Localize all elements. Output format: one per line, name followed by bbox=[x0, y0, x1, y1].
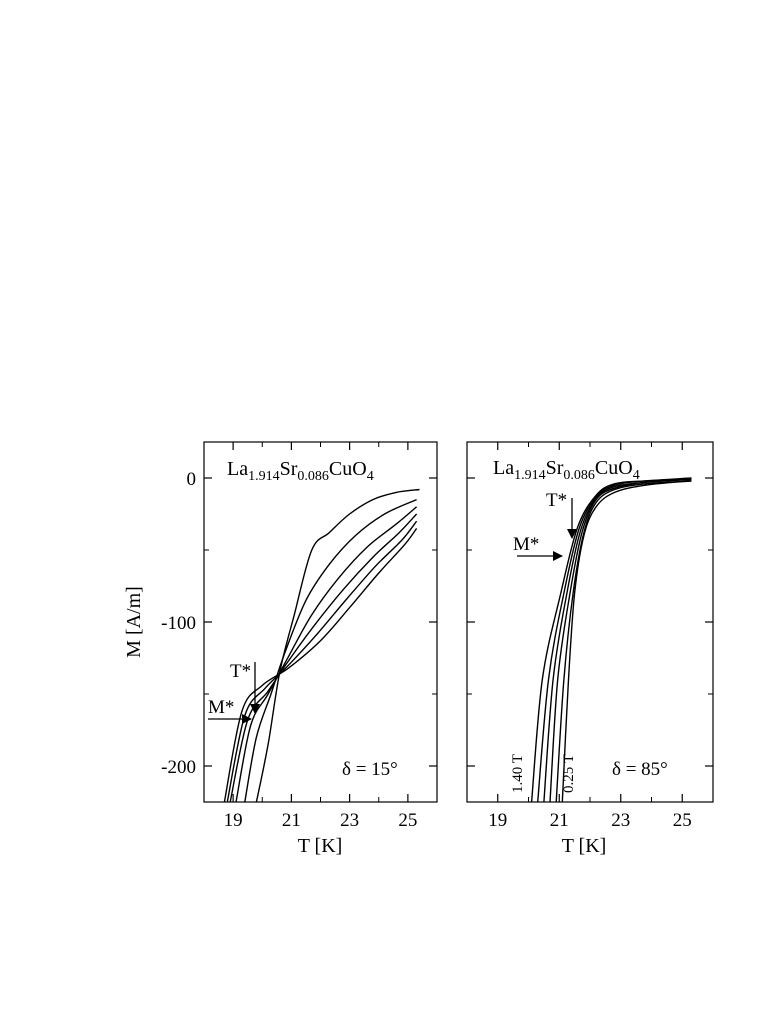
x-axis-title: T [K] bbox=[298, 835, 343, 857]
title-part: Sr bbox=[546, 457, 564, 479]
x-tick-label: 23 bbox=[340, 810, 359, 831]
series-line-2 bbox=[555, 480, 692, 803]
series-group bbox=[223, 488, 420, 803]
title-subscript: 1.914 bbox=[514, 468, 546, 483]
plot-frame bbox=[466, 441, 714, 803]
y-tick-label: -100 bbox=[161, 613, 196, 634]
title-part: CuO bbox=[595, 457, 633, 479]
panel-right: 19 21 23 25 La1.914Sr0.086CuO4 δ = 85° T [K… bbox=[466, 441, 714, 857]
t-star-label: T* bbox=[546, 490, 567, 511]
series-line-4 bbox=[543, 478, 692, 803]
series-line-5 bbox=[226, 520, 418, 803]
x-tick-label: 21 bbox=[282, 810, 301, 831]
title-part: La bbox=[493, 457, 514, 479]
series-line-1 bbox=[255, 488, 420, 803]
field-label-low: 0.25 T bbox=[561, 754, 577, 793]
y-tick-label: 0 bbox=[187, 469, 197, 490]
axis-ticks: 19 21 23 25 0 -100 -200 bbox=[161, 442, 438, 831]
panel-left: 19 21 23 25 0 -100 -200 La1.914Sr0.086CuO4 δ =… bbox=[123, 441, 438, 857]
title-part: Sr bbox=[280, 458, 298, 480]
m-star-label: M* bbox=[208, 697, 234, 718]
angle-annotation: δ = 15° bbox=[342, 759, 398, 780]
x-tick-label: 25 bbox=[398, 810, 417, 831]
y-tick-label: -200 bbox=[161, 757, 196, 778]
series-line-6 bbox=[530, 477, 692, 803]
series-line-3 bbox=[235, 506, 418, 803]
y-axis-title: M [A/m] bbox=[123, 586, 145, 658]
title-subscript: 0.086 bbox=[297, 469, 329, 484]
title-subscript: 4 bbox=[633, 468, 640, 483]
angle-annotation: δ = 85° bbox=[612, 759, 668, 780]
x-tick-label: 19 bbox=[224, 810, 243, 831]
series-group bbox=[530, 477, 692, 803]
axis-ticks: 19 21 23 25 bbox=[466, 442, 714, 831]
title-subscript: 0.086 bbox=[563, 468, 595, 483]
series-line-5 bbox=[537, 478, 692, 803]
title-subscript: 4 bbox=[367, 469, 374, 484]
x-tick-label: 23 bbox=[611, 810, 630, 831]
x-axis-title: T [K] bbox=[562, 835, 607, 857]
panel-title: La1.914Sr0.086CuO4 bbox=[227, 458, 374, 484]
series-line-2 bbox=[244, 498, 417, 803]
title-part: CuO bbox=[329, 458, 367, 480]
title-part: La bbox=[227, 458, 248, 480]
t-star-label: T* bbox=[230, 661, 251, 682]
x-tick-label: 21 bbox=[550, 810, 569, 831]
m-star-label: M* bbox=[513, 534, 539, 555]
series-line-1 bbox=[561, 480, 692, 803]
title-subscript: 1.914 bbox=[248, 469, 280, 484]
x-tick-label: 19 bbox=[488, 810, 507, 831]
series-line-6 bbox=[223, 527, 418, 803]
field-label-high: 1.40 T bbox=[510, 754, 526, 793]
plot-frame bbox=[203, 441, 438, 803]
panel-title: La1.914Sr0.086CuO4 bbox=[493, 457, 640, 483]
x-tick-label: 25 bbox=[673, 810, 692, 831]
